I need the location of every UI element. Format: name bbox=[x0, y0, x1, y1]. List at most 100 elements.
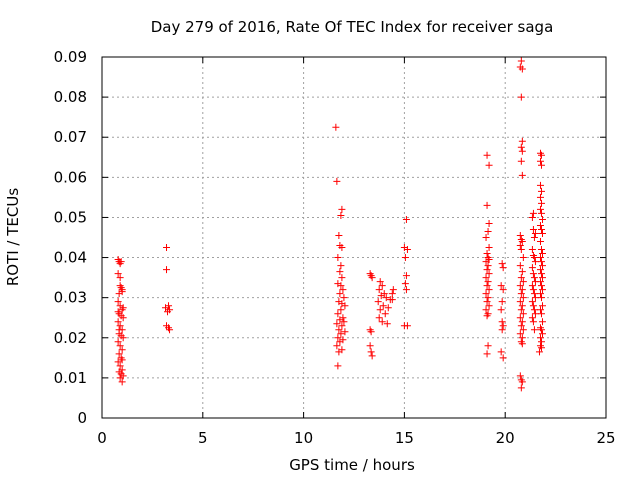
data-point bbox=[336, 268, 344, 276]
data-point bbox=[116, 274, 124, 282]
data-point bbox=[333, 320, 341, 328]
data-point bbox=[382, 294, 390, 302]
data-point bbox=[531, 310, 539, 318]
data-point bbox=[114, 298, 122, 306]
data-point bbox=[531, 229, 539, 237]
data-point bbox=[381, 310, 389, 318]
data-point bbox=[536, 205, 544, 213]
data-point bbox=[378, 282, 386, 290]
data-point bbox=[538, 318, 546, 326]
data-point bbox=[536, 266, 544, 274]
data-point bbox=[537, 151, 545, 159]
data-point bbox=[537, 344, 545, 352]
data-point bbox=[484, 278, 492, 286]
data-point bbox=[119, 314, 127, 322]
data-point bbox=[518, 147, 526, 155]
data-point bbox=[517, 93, 525, 101]
data-point bbox=[333, 177, 341, 185]
data-point bbox=[482, 258, 490, 266]
data-point bbox=[528, 213, 536, 221]
data-point bbox=[530, 326, 538, 334]
data-point bbox=[483, 350, 491, 358]
data-point bbox=[334, 310, 342, 318]
data-point bbox=[538, 250, 546, 258]
data-point bbox=[114, 270, 122, 278]
data-point bbox=[484, 262, 492, 270]
data-point bbox=[375, 314, 383, 322]
data-point bbox=[334, 334, 342, 342]
data-point bbox=[334, 362, 342, 370]
data-point bbox=[483, 201, 491, 209]
data-point bbox=[338, 322, 346, 330]
data-point bbox=[163, 244, 171, 252]
data-point bbox=[498, 318, 506, 326]
data-point bbox=[530, 234, 538, 241]
data-point bbox=[366, 342, 374, 350]
data-point bbox=[537, 199, 545, 207]
data-point bbox=[337, 306, 345, 314]
data-point bbox=[519, 254, 527, 262]
data-point bbox=[536, 157, 544, 165]
data-point bbox=[517, 306, 525, 314]
x-tick-label: 10 bbox=[294, 429, 313, 447]
data-point bbox=[485, 244, 493, 252]
data-point bbox=[518, 318, 526, 326]
data-point bbox=[115, 326, 123, 334]
data-point bbox=[339, 286, 347, 294]
data-point bbox=[332, 123, 340, 131]
data-point bbox=[536, 221, 544, 229]
chart-title: Day 279 of 2016, Rate Of TEC Index for r… bbox=[151, 18, 554, 36]
data-point bbox=[118, 378, 126, 386]
data-point bbox=[516, 372, 524, 380]
data-point bbox=[383, 320, 391, 328]
data-point bbox=[482, 274, 490, 282]
data-point bbox=[497, 306, 505, 314]
data-point bbox=[374, 298, 382, 306]
y-axis-title: ROTI / TECUs bbox=[4, 188, 22, 286]
data-point bbox=[530, 254, 538, 262]
data-point bbox=[163, 266, 171, 274]
data-point bbox=[114, 318, 122, 326]
data-point bbox=[401, 280, 409, 288]
data-point bbox=[334, 254, 342, 262]
y-tick-label: 0.02 bbox=[54, 329, 87, 347]
data-points bbox=[114, 57, 546, 392]
data-point bbox=[538, 330, 546, 338]
data-point bbox=[537, 338, 545, 346]
data-point bbox=[517, 384, 525, 392]
data-point bbox=[519, 294, 527, 302]
y-tick-label: 0.01 bbox=[54, 369, 87, 387]
data-point bbox=[517, 157, 525, 165]
data-point bbox=[518, 171, 526, 179]
y-tick-label: 0.07 bbox=[54, 128, 87, 146]
data-point bbox=[338, 244, 346, 252]
data-point bbox=[337, 282, 345, 290]
data-point bbox=[119, 334, 127, 342]
data-point bbox=[529, 302, 537, 310]
data-point bbox=[333, 342, 341, 350]
data-point bbox=[537, 246, 545, 254]
data-point bbox=[537, 282, 545, 290]
data-point bbox=[485, 302, 493, 310]
data-point bbox=[166, 326, 174, 334]
data-point bbox=[538, 286, 546, 294]
data-point bbox=[114, 358, 122, 366]
data-point bbox=[368, 352, 376, 360]
data-point bbox=[536, 278, 544, 286]
data-point bbox=[538, 262, 546, 270]
data-point bbox=[367, 348, 375, 356]
data-point bbox=[529, 225, 537, 233]
y-tick-label: 0.05 bbox=[54, 208, 87, 226]
data-point bbox=[498, 326, 506, 334]
data-point bbox=[402, 272, 410, 280]
data-point bbox=[118, 288, 126, 296]
data-point bbox=[538, 274, 546, 282]
data-point bbox=[518, 334, 526, 342]
data-point bbox=[518, 65, 526, 73]
data-point bbox=[377, 292, 385, 300]
data-point bbox=[388, 290, 396, 298]
data-point bbox=[116, 374, 124, 382]
data-point bbox=[517, 246, 525, 254]
data-point bbox=[535, 348, 543, 356]
